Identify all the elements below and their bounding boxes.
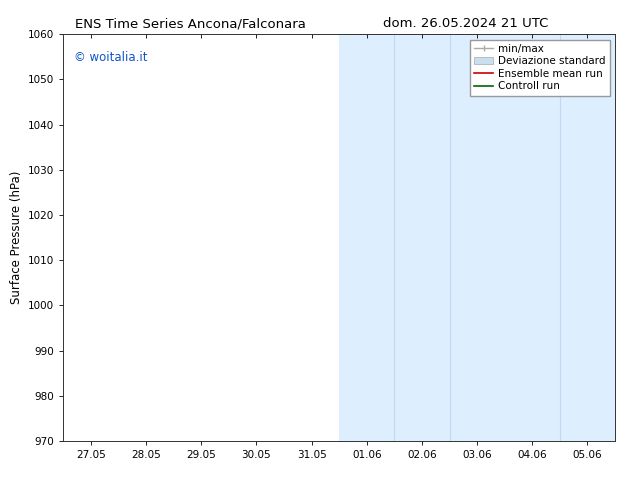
Bar [505, 34, 615, 441]
Text: dom. 26.05.2024 21 UTC: dom. 26.05.2024 21 UTC [384, 17, 548, 30]
Y-axis label: Surface Pressure (hPa): Surface Pressure (hPa) [10, 171, 23, 304]
Text: © woitalia.it: © woitalia.it [74, 50, 148, 64]
Bar [339, 34, 505, 441]
Legend: min/max, Deviazione standard, Ensemble mean run, Controll run: min/max, Deviazione standard, Ensemble m… [470, 40, 610, 96]
Text: ENS Time Series Ancona/Falconara: ENS Time Series Ancona/Falconara [75, 17, 306, 30]
Title: ENS Time Series Ancona/Falconara        dom. 26.05.2024 21 UTC: ENS Time Series Ancona/Falconara dom. 26… [0, 489, 1, 490]
